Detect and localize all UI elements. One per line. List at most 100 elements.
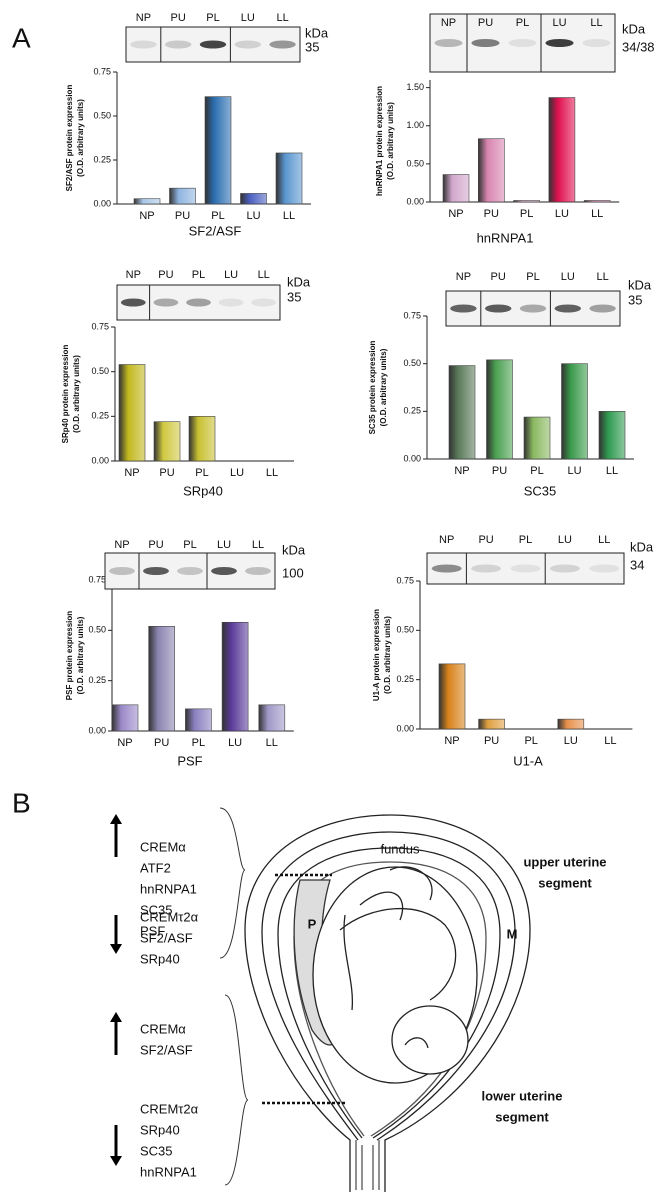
x-tick-label: LU: [567, 465, 581, 477]
x-tick-label: PL: [530, 465, 543, 477]
regulated-factor: SC35: [140, 1143, 173, 1158]
y-axis-label: (O.D. arbitrary units): [383, 616, 392, 694]
bar: [169, 187, 196, 205]
blot-band: [234, 40, 262, 49]
bar: [240, 193, 267, 205]
bar: [513, 200, 540, 203]
lane-label: PU: [478, 17, 493, 29]
blot-band: [519, 304, 547, 313]
regulated-factor: CREMτ2α: [140, 909, 199, 924]
segment-label: lower uterine: [482, 1088, 563, 1103]
blot-band: [484, 304, 512, 313]
lane-label: NP: [136, 12, 151, 24]
lane-label: LU: [558, 534, 572, 546]
x-tick-label: LU: [555, 208, 569, 220]
bar: [523, 416, 551, 460]
y-tick-label: 0.75: [88, 574, 106, 584]
bar: [275, 152, 303, 205]
y-tick-label: 0.75: [403, 310, 421, 320]
lane-label: PL: [516, 17, 529, 29]
regulated-factor: SRp40: [140, 951, 180, 966]
brace: [219, 807, 249, 1186]
y-tick-label: 0.50: [91, 366, 109, 376]
x-tick-label: PU: [492, 465, 507, 477]
blot-band: [164, 40, 192, 49]
lane-label: NP: [441, 17, 456, 29]
blot-band: [251, 298, 277, 307]
bar: [583, 200, 611, 203]
x-tick-label: LL: [283, 210, 295, 222]
regulated-factor: SRp40: [140, 1122, 180, 1137]
bar: [221, 621, 249, 732]
blot-unit: kDa: [628, 277, 652, 292]
lane-label: LL: [598, 534, 610, 546]
x-tick-label: PU: [159, 467, 174, 479]
blot-unit: kDa: [622, 21, 646, 36]
blot-band: [130, 40, 157, 49]
x-tick-label: LU: [246, 210, 260, 222]
blot-size: 34/38: [622, 39, 655, 54]
lane-label: NP: [126, 269, 141, 281]
y-tick-label: 0.00: [406, 196, 424, 206]
regulated-factor: CREMα: [140, 839, 186, 854]
y-axis-label: U1-A protein expression: [372, 609, 381, 701]
lane-label: LL: [252, 539, 264, 551]
x-tick-label: LL: [606, 465, 618, 477]
blot-band: [434, 39, 463, 47]
x-tick-label: NP: [448, 208, 463, 220]
x-tick-label: PL: [524, 735, 537, 747]
y-tick-label: 0.00: [396, 723, 414, 733]
blot-unit: kDa: [305, 25, 329, 40]
y-tick-label: 0.50: [406, 158, 424, 168]
bar: [133, 198, 161, 205]
y-axis-label: (O.D. arbitrary units): [386, 102, 395, 180]
blot-band: [471, 39, 500, 47]
regulated-factor: SF2/ASF: [140, 1042, 193, 1057]
blot-band: [177, 567, 203, 575]
y-tick-label: 0.25: [91, 411, 109, 421]
bar: [204, 96, 232, 205]
y-axis-label: SRp40 protein expression: [61, 345, 70, 444]
blot-band: [245, 567, 271, 575]
blot-band: [549, 564, 580, 573]
y-axis-label: (O.D. arbitrary units): [76, 616, 85, 694]
y-tick-label: 0.25: [88, 675, 106, 685]
x-tick-label: PU: [175, 210, 190, 222]
bar: [557, 718, 585, 730]
blot: [426, 552, 625, 585]
lane-label: LL: [590, 17, 602, 29]
segment-label: segment: [495, 1109, 549, 1124]
arrows: [110, 814, 122, 1166]
x-tick-label: LL: [604, 735, 616, 747]
blot-band: [211, 567, 237, 575]
y-tick-label: 0.50: [88, 625, 106, 635]
panel-label: A: [12, 22, 31, 53]
regulated-factor: PSF: [140, 923, 165, 938]
blot-band: [545, 39, 574, 47]
blot-band: [218, 298, 244, 307]
bar: [478, 718, 505, 730]
lane-label: NP: [456, 271, 471, 283]
bar: [118, 364, 146, 462]
lane-label: PL: [192, 269, 205, 281]
x-tick-label: PL: [211, 210, 224, 222]
fundus-label: fundus: [380, 841, 420, 856]
y-axis-label: PSF protein expression: [65, 611, 74, 700]
bar: [598, 411, 626, 460]
bar: [438, 663, 466, 730]
blot-size: 35: [287, 289, 301, 304]
x-tick-label: NP: [117, 737, 132, 749]
lane-label: PL: [206, 12, 219, 24]
lane-label: NP: [439, 534, 454, 546]
blot-band: [186, 298, 211, 307]
blot-unit: kDa: [630, 539, 654, 554]
lane-label: LU: [217, 539, 231, 551]
lane-label: PU: [148, 539, 163, 551]
blot-band: [582, 39, 611, 47]
x-tick-label: LL: [266, 467, 278, 479]
blot-band: [431, 564, 462, 573]
regulated-factor: SC35: [140, 902, 173, 917]
bar: [442, 174, 470, 203]
